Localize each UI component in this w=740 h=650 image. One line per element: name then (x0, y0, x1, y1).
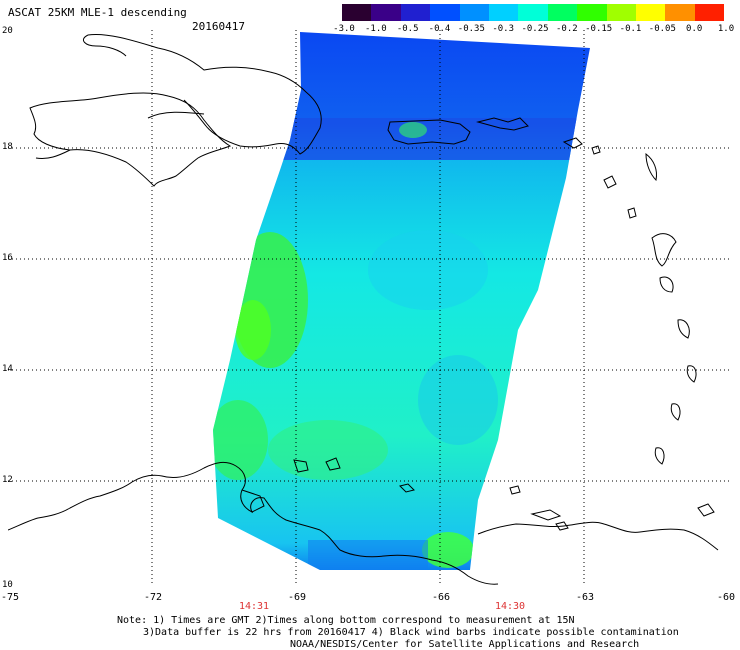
note-line-2: 3)Data buffer is 22 hrs from 20160417 4)… (143, 627, 679, 638)
colorbar-label: -0.1 (619, 24, 642, 34)
colorbar-label: -0.3 (492, 24, 514, 34)
scatterometer-swath (213, 32, 590, 570)
lon-label-75w: -75 (0, 592, 20, 603)
colorbar-swatch (488, 4, 519, 21)
lat-label-10n: 10 (2, 580, 13, 590)
colorbar-swatch (459, 4, 489, 21)
colorbar-swatch (665, 4, 695, 21)
lon-label-69w: -69 (287, 592, 307, 603)
colorbar (342, 4, 725, 21)
colorbar-label: -0.2 (555, 24, 578, 34)
lon-label-66w: -66 (431, 592, 451, 603)
lon-label-72w: -72 (143, 592, 163, 603)
colorbar-label: -0.15 (585, 24, 613, 34)
colorbar-swatch (342, 4, 372, 21)
lat-label-14n: 14 (2, 364, 13, 374)
map-date: 20160417 (192, 20, 245, 33)
colorbar-label: -1.0 (364, 24, 387, 34)
lat-label-16n: 16 (2, 253, 13, 263)
lat-label-18n: 18 (2, 142, 13, 152)
coastlines (8, 33, 719, 585)
colorbar-label: 0.0 (686, 24, 703, 34)
colorbar-swatch (606, 4, 636, 21)
note-line-1: Note: 1) Times are GMT 2)Times along bot… (117, 615, 575, 626)
colorbar-swatch (430, 4, 460, 21)
colorbar-swatch (694, 4, 725, 21)
lon-label-60w: -60 (716, 592, 736, 603)
colorbar-label: -0.05 (648, 24, 676, 34)
note-line-3: NOAA/NESDIS/Center for Satellite Applica… (290, 639, 640, 650)
colorbar-labels: -3.0 -1.0 -0.5 -0.4 -0.35 -0.3 -0.25 -0.2 -0.15-… (330, 24, 740, 38)
time-label-right: 14:30 (494, 601, 526, 612)
lat-label-12n: 12 (2, 475, 13, 485)
colorbar-swatch (518, 4, 548, 21)
colorbar-swatch (371, 4, 401, 21)
colorbar-label: -0.25 (521, 24, 549, 34)
time-label-left: 14:31 (238, 601, 270, 612)
colorbar-label: -0.5 (396, 24, 419, 34)
map-title: ASCAT 25KM MLE-1 descending (8, 6, 187, 19)
colorbar-label: 1.0 (717, 24, 735, 34)
colorbar-swatch (400, 4, 431, 21)
colorbar-swatch (577, 4, 607, 21)
colorbar-label: -0.4 (428, 24, 451, 34)
lat-label-20n: 20 (2, 26, 13, 36)
colorbar-swatch (635, 4, 666, 21)
colorbar-label: -0.35 (457, 24, 485, 34)
map-plot[interactable] (8, 30, 730, 585)
lon-label-63w: -63 (575, 592, 595, 603)
graticule (8, 30, 730, 585)
colorbar-label: -3.0 (333, 24, 355, 34)
colorbar-swatch (547, 4, 578, 21)
